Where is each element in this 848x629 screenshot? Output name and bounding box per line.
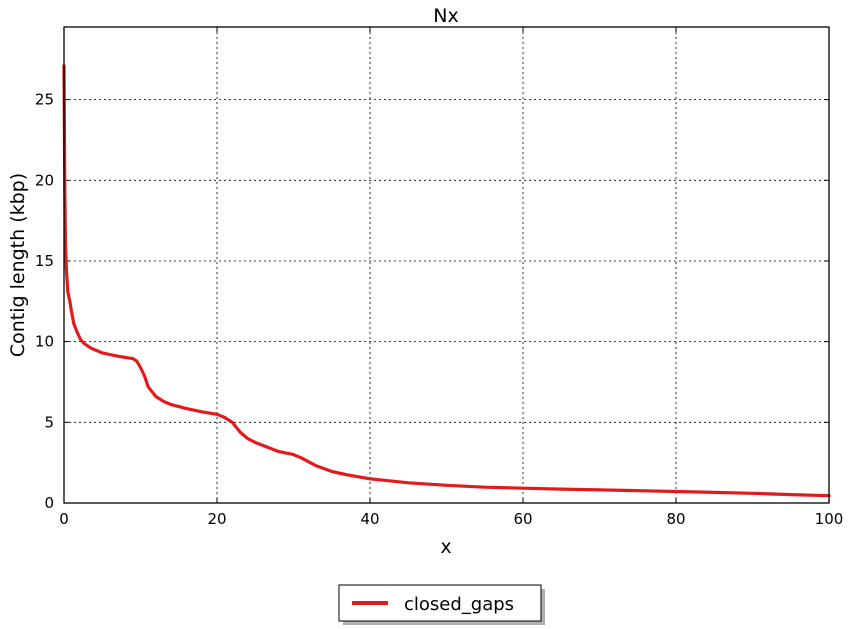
x-tick-label: 80 [666,510,685,528]
x-tick-label: 0 [59,510,69,528]
y-axis-label: Contig length (kbp) [7,173,29,357]
y-tick-label: 15 [35,252,54,270]
y-tick-label: 5 [44,413,54,431]
plot-frame [63,26,830,504]
axis-ticks: 0 20 40 60 80 100 0 5 10 15 20 25 [35,27,843,528]
x-axis-label: x [440,536,451,558]
legend-label-closed-gaps: closed_gaps [404,594,514,615]
y-tick-label: 0 [44,494,54,512]
y-tick-label: 10 [35,333,54,351]
x-tick-label: 100 [815,510,844,528]
x-tick-label: 60 [513,510,532,528]
series-line-closed-gaps [62,64,831,498]
chart-title: Nx [433,5,458,27]
x-tick-label: 20 [207,510,226,528]
grid-lines [64,27,829,503]
plot-area: 0 20 40 60 80 100 0 5 10 15 20 25 [35,26,843,528]
x-tick-label: 40 [360,510,379,528]
y-tick-label: 20 [35,171,54,189]
series-layer [62,64,831,498]
legend: closed_gaps [338,584,545,625]
y-tick-label: 25 [35,91,54,109]
